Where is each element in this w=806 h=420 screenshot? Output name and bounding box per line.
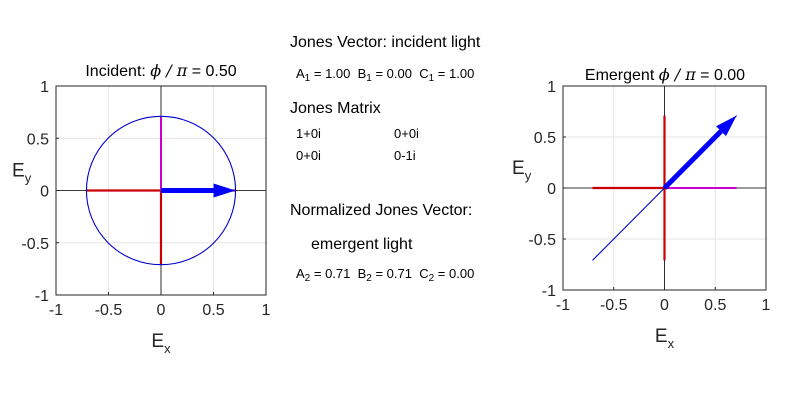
emergent-b-label: B [357, 266, 367, 281]
incident-jones-values: A1 = 1.00 B1 = 0.00 C1 = 1.00 [296, 66, 474, 84]
y-axis-label-base: E [512, 158, 525, 179]
y-tick-label: 0.5 [534, 130, 556, 147]
title-symbol: ϕ / π [150, 61, 187, 80]
emergent-a-sub: 2 [304, 273, 311, 284]
matrix-cell-11: 1+0i [296, 126, 321, 141]
title-prefix: Emergent [585, 67, 659, 84]
chart-1: -1 -0.5 0 0.5 1 -1 -0.5 0 0.5 1 Incident: ϕ / π = … [12, 61, 271, 356]
y-axis-label-sub: y [525, 168, 532, 183]
emergent-c-label: C [419, 266, 429, 281]
x-tick-label: -1 [49, 302, 63, 319]
x-tick-label: 0.5 [704, 297, 726, 314]
emergent-b-sub: 2 [366, 273, 372, 284]
chart-2: -1 -0.5 0 0.5 1 -1 -0.5 0 0.5 1 Emergent ϕ / π = 0… [512, 65, 771, 351]
x-axis-label: Ex [655, 326, 675, 351]
x-tick-label: -1 [556, 297, 570, 314]
x-tick-label: 0 [660, 297, 669, 314]
incident-a-value: = 1.00 [313, 66, 351, 81]
y-tick-label: 1 [547, 79, 556, 96]
emergent-c-value: = 0.00 [437, 266, 475, 281]
emergent-c-sub: 2 [428, 273, 435, 284]
x-axis-label-sub: x [164, 341, 171, 356]
incident-c-label: C [419, 66, 429, 81]
x-tick-label: -0.5 [95, 302, 123, 319]
title-symbol: ϕ / π [659, 65, 696, 84]
title-value: 0.50 [206, 63, 237, 80]
y-tick-label: -0.5 [21, 236, 49, 253]
title-value: 0.00 [714, 67, 745, 84]
y-tick-label: -1 [542, 283, 556, 300]
y-axis-label-base: E [12, 161, 25, 182]
incident-a-label: A [296, 66, 305, 81]
title-equals: = [187, 63, 205, 80]
incident-c-sub: 1 [428, 73, 435, 84]
y-axis-label: Ey [12, 161, 32, 186]
field-vector-arrowhead [716, 115, 737, 137]
y-tick-label: 0.5 [27, 131, 49, 148]
x-axis-label-base: E [655, 326, 668, 347]
incident-a-sub: 1 [304, 73, 311, 84]
y-axis-label: Ey [512, 158, 532, 183]
x-tick-label: 0 [157, 302, 166, 319]
emergent-light-heading: emergent light [311, 236, 413, 253]
title-prefix: Incident: [85, 63, 150, 80]
emergent-b-value: = 0.71 [375, 266, 412, 281]
emergent-a-label: A [296, 266, 305, 281]
x-tick-label: -0.5 [600, 297, 628, 314]
emergent-a-value: = 0.71 [313, 266, 351, 281]
matrix-cell-21: 0+0i [296, 148, 321, 163]
y-tick-label: 0 [40, 184, 49, 201]
chart-title: Incident: ϕ / π = 0.50 [85, 61, 236, 80]
x-tick-label: 1 [762, 297, 771, 314]
incident-jones-heading: Jones Vector: incident light [290, 34, 481, 51]
x-axis-label-sub: x [668, 336, 675, 351]
incident-b-sub: 1 [366, 73, 372, 84]
y-tick-label: 1 [40, 79, 49, 96]
title-equals: = [696, 67, 714, 84]
matrix-cell-22: 0-1i [394, 148, 416, 163]
incident-c-value: = 1.00 [437, 66, 475, 81]
incident-b-value: = 0.00 [375, 66, 412, 81]
x-axis-label-base: E [151, 331, 164, 352]
y-tick-label: -1 [35, 288, 49, 305]
x-tick-label: 1 [262, 302, 271, 319]
y-tick-label: 0 [547, 181, 556, 198]
emergent-jones-values: A2 = 0.71 B2 = 0.71 C2 = 0.00 [296, 266, 474, 284]
incident-b-label: B [357, 66, 367, 81]
y-tick-label: -0.5 [528, 232, 556, 249]
chart-title: Emergent ϕ / π = 0.00 [585, 65, 745, 84]
field-vector-arrowhead [213, 183, 236, 198]
x-tick-label: 0.5 [202, 302, 224, 319]
x-axis-label: Ex [151, 331, 171, 356]
jones-matrix-heading: Jones Matrix [290, 100, 381, 117]
field-vector-shaft [662, 129, 723, 190]
matrix-cell-12: 0+0i [394, 126, 419, 141]
y-axis-label-sub: y [25, 171, 32, 186]
normalized-jones-heading: Normalized Jones Vector: [290, 202, 473, 219]
